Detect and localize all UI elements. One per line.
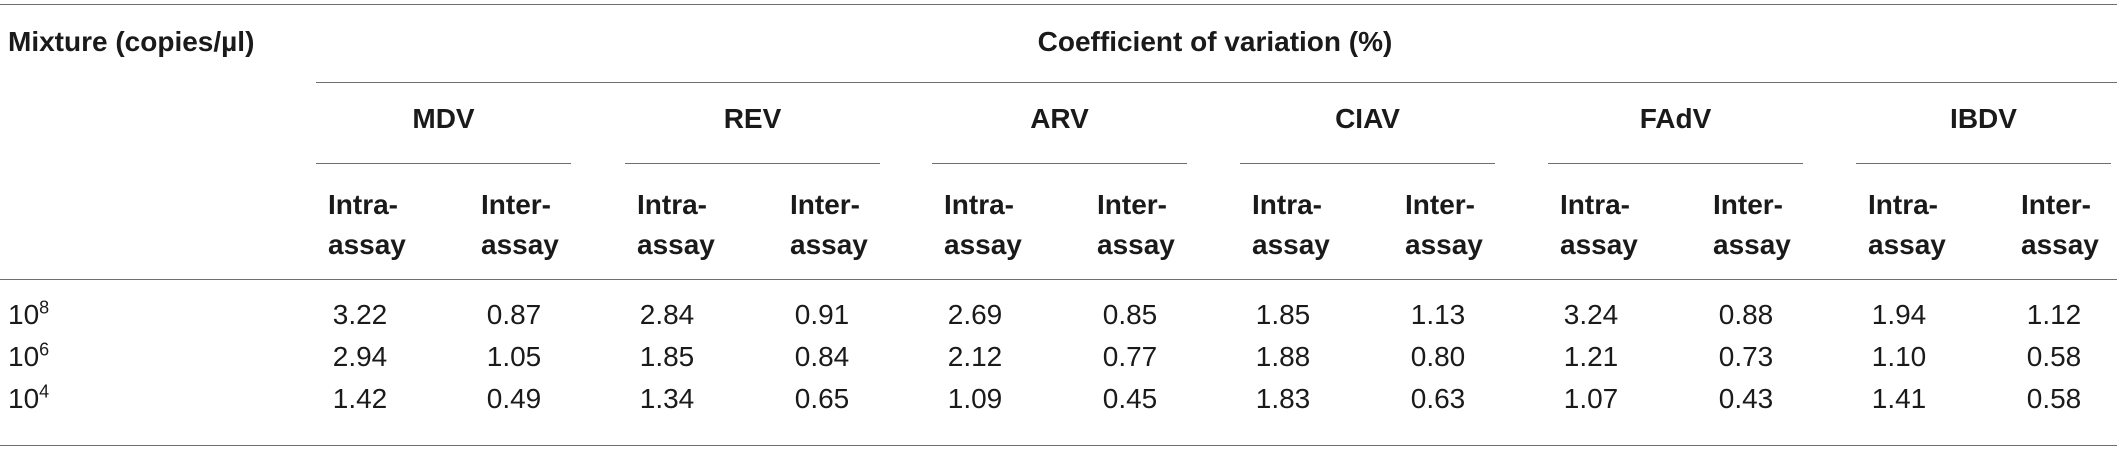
inter-assay-header-line1: Inter- [1713, 189, 1783, 220]
inter-assay-header-line1: Inter- [2021, 189, 2091, 220]
table-cell: 0.58 [2026, 341, 2082, 372]
group-header-rule [316, 82, 2117, 83]
intra-assay-header-line2: assay [637, 229, 715, 260]
table-cell: 0.91 [794, 299, 850, 330]
row-header: Mixture (copies/µl) [8, 26, 255, 57]
table-cell: 0.49 [486, 383, 542, 414]
intra-assay-header-line1: Intra- [1868, 189, 1938, 220]
virus-rule-ibdv [1856, 163, 2111, 164]
virus-rule-ciav [1240, 163, 1495, 164]
virus-header-ciav: CIAV [1335, 103, 1400, 134]
row-label-exponent: 8 [39, 297, 50, 318]
virus-rule-rev [625, 163, 880, 164]
intra-assay-header-line2: assay [328, 229, 406, 260]
virus-header-mdv: MDV [412, 103, 475, 134]
inter-assay-header-line1: Inter- [1405, 189, 1475, 220]
intra-assay-header-line1: Intra- [944, 189, 1014, 220]
table-cell: 0.65 [794, 383, 850, 414]
table-cell: 1.13 [1410, 299, 1466, 330]
group-header: Coefficient of variation (%) [1037, 26, 1393, 57]
inter-assay-header-line2: assay [481, 229, 559, 260]
table-cell: 1.05 [486, 341, 542, 372]
row-label-base: 10 [8, 383, 40, 414]
table-cell: 0.73 [1718, 341, 1774, 372]
table-cell: 1.07 [1563, 383, 1619, 414]
row-label-exponent: 6 [39, 339, 50, 360]
table-cell: 0.43 [1718, 383, 1774, 414]
intra-assay-header-line1: Intra- [328, 189, 398, 220]
table-cell: 1.12 [2026, 299, 2082, 330]
table-cell: 1.21 [1563, 341, 1619, 372]
table-cell: 1.10 [1871, 341, 1927, 372]
virus-rule-arv [932, 163, 1187, 164]
row-label: 106 [8, 338, 49, 376]
table-cell: 1.41 [1871, 383, 1927, 414]
row-label-exponent: 4 [39, 381, 50, 402]
intra-assay-header-line1: Intra- [637, 189, 707, 220]
table-cell: 1.09 [947, 383, 1003, 414]
intra-assay-header-line2: assay [1252, 229, 1330, 260]
virus-rule-mdv [316, 163, 571, 164]
table-cell: 0.85 [1102, 299, 1158, 330]
inter-assay-header-line2: assay [790, 229, 868, 260]
table-cell: 1.34 [639, 383, 695, 414]
virus-header-fadv: FAdV [1639, 103, 1712, 134]
table-cell: 1.94 [1871, 299, 1927, 330]
table-cell: 1.85 [639, 341, 695, 372]
table-cell: 2.69 [947, 299, 1003, 330]
inter-assay-header-line2: assay [1713, 229, 1791, 260]
row-label-base: 10 [8, 341, 40, 372]
intra-assay-header-line1: Intra- [1252, 189, 1322, 220]
virus-header-ibdv: IBDV [1950, 103, 2017, 134]
inter-assay-header-line1: Inter- [1097, 189, 1167, 220]
table-cell: 0.88 [1718, 299, 1774, 330]
intra-assay-header-line1: Intra- [1560, 189, 1630, 220]
table-cell: 0.84 [794, 341, 850, 372]
table-cell: 1.83 [1255, 383, 1311, 414]
table-cell: 0.45 [1102, 383, 1158, 414]
virus-header-rev: REV [723, 103, 782, 134]
table-cell: 0.77 [1102, 341, 1158, 372]
table-cell: 3.22 [332, 299, 388, 330]
table-cell: 0.58 [2026, 383, 2082, 414]
table-cell: 2.84 [639, 299, 695, 330]
row-label-base: 10 [8, 299, 40, 330]
bottom-rule [0, 445, 2117, 446]
table-cell: 1.88 [1255, 341, 1311, 372]
table-cell: 0.80 [1410, 341, 1466, 372]
intra-assay-header-line2: assay [944, 229, 1022, 260]
top-rule [0, 4, 2117, 5]
virus-header-arv: ARV [1030, 103, 1089, 134]
virus-rule-fadv [1548, 163, 1803, 164]
inter-assay-header-line2: assay [1097, 229, 1175, 260]
intra-assay-header-line2: assay [1868, 229, 1946, 260]
table-cell: 2.94 [332, 341, 388, 372]
table-cell: 0.87 [486, 299, 542, 330]
header-bottom-rule [0, 279, 2117, 280]
intra-assay-header-line2: assay [1560, 229, 1638, 260]
row-label: 104 [8, 380, 49, 418]
table-cell: 1.85 [1255, 299, 1311, 330]
row-label: 108 [8, 296, 49, 334]
table-cell: 1.42 [332, 383, 388, 414]
inter-assay-header-line1: Inter- [790, 189, 860, 220]
inter-assay-header-line2: assay [2021, 229, 2099, 260]
table-cell: 0.63 [1410, 383, 1466, 414]
inter-assay-header-line2: assay [1405, 229, 1483, 260]
table-cell: 2.12 [947, 341, 1003, 372]
table-cell: 3.24 [1563, 299, 1619, 330]
inter-assay-header-line1: Inter- [481, 189, 551, 220]
